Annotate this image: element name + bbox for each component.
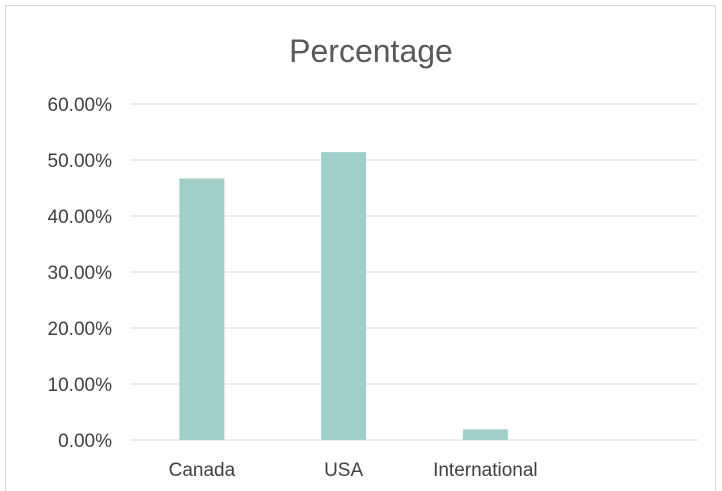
y-tick-label: 10.00%: [48, 375, 113, 396]
y-tick-label: 30.00%: [48, 263, 113, 284]
x-category-label: Canada: [169, 460, 236, 481]
bar-usa: [321, 152, 367, 440]
bars: [179, 152, 508, 441]
x-category-label: USA: [324, 460, 363, 481]
y-tick-label: 60.00%: [48, 95, 113, 116]
bar-international: [462, 429, 508, 440]
y-tick-label: 40.00%: [48, 207, 113, 228]
y-tick-label: 50.00%: [48, 151, 113, 172]
y-tick-label: 20.00%: [48, 319, 113, 340]
x-axis-categories: Canada USA International: [169, 460, 538, 481]
chart-title: Percentage: [289, 33, 453, 69]
bar-canada: [179, 178, 225, 441]
x-category-label: International: [433, 460, 538, 481]
y-axis-ticks: 0.00% 10.00% 20.00% 30.00% 40.00% 50.00% 60.00…: [48, 95, 113, 452]
gridlines: [131, 103, 698, 441]
y-tick-label: 0.00%: [58, 431, 112, 452]
